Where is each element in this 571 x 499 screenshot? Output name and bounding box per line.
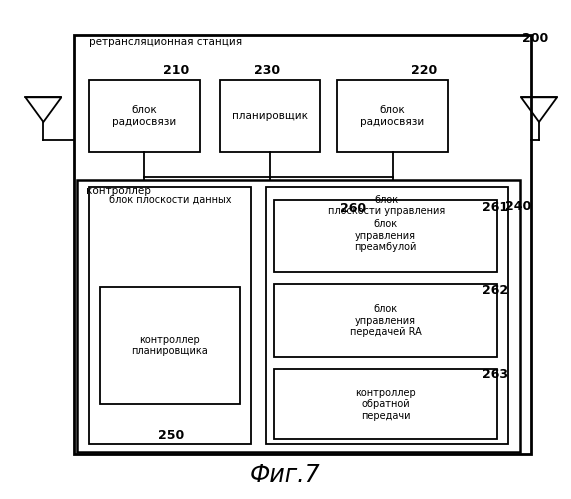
- Text: 250: 250: [158, 429, 184, 442]
- Text: 210: 210: [163, 64, 189, 77]
- Text: блок
управления
преамбулой: блок управления преамбулой: [354, 219, 417, 252]
- Bar: [89, 187, 251, 444]
- Bar: [274, 200, 497, 272]
- Bar: [77, 180, 520, 452]
- Text: контроллер: контроллер: [86, 186, 151, 196]
- Text: 240: 240: [505, 200, 532, 213]
- Text: 260: 260: [340, 202, 366, 215]
- Bar: [266, 187, 508, 444]
- Text: 261: 261: [482, 201, 509, 214]
- Bar: [100, 287, 240, 404]
- Text: блок
управления
передачей RA: блок управления передачей RA: [349, 304, 421, 337]
- Text: 200: 200: [522, 32, 549, 45]
- Bar: [274, 284, 497, 357]
- Bar: [220, 80, 320, 152]
- Text: контроллер
обратной
передачи: контроллер обратной передачи: [355, 388, 416, 421]
- Text: блок
радиосвязи: блок радиосвязи: [112, 105, 176, 127]
- Text: 230: 230: [254, 64, 280, 77]
- Text: блок
радиосвязи: блок радиосвязи: [360, 105, 425, 127]
- Text: 262: 262: [482, 284, 509, 297]
- Text: 220: 220: [411, 64, 437, 77]
- Bar: [274, 369, 497, 439]
- Text: блок плоскости данных: блок плоскости данных: [108, 195, 231, 205]
- Text: контроллер
планировщика: контроллер планировщика: [131, 335, 208, 356]
- Text: Фиг.7: Фиг.7: [250, 463, 321, 487]
- Text: блок
плоскости управления: блок плоскости управления: [328, 195, 445, 216]
- Text: планировщик: планировщик: [232, 111, 308, 121]
- Bar: [337, 80, 448, 152]
- Text: ретрансляционная станция: ретрансляционная станция: [89, 37, 242, 47]
- Bar: [89, 80, 200, 152]
- Text: 263: 263: [482, 368, 509, 381]
- Bar: [74, 35, 531, 454]
